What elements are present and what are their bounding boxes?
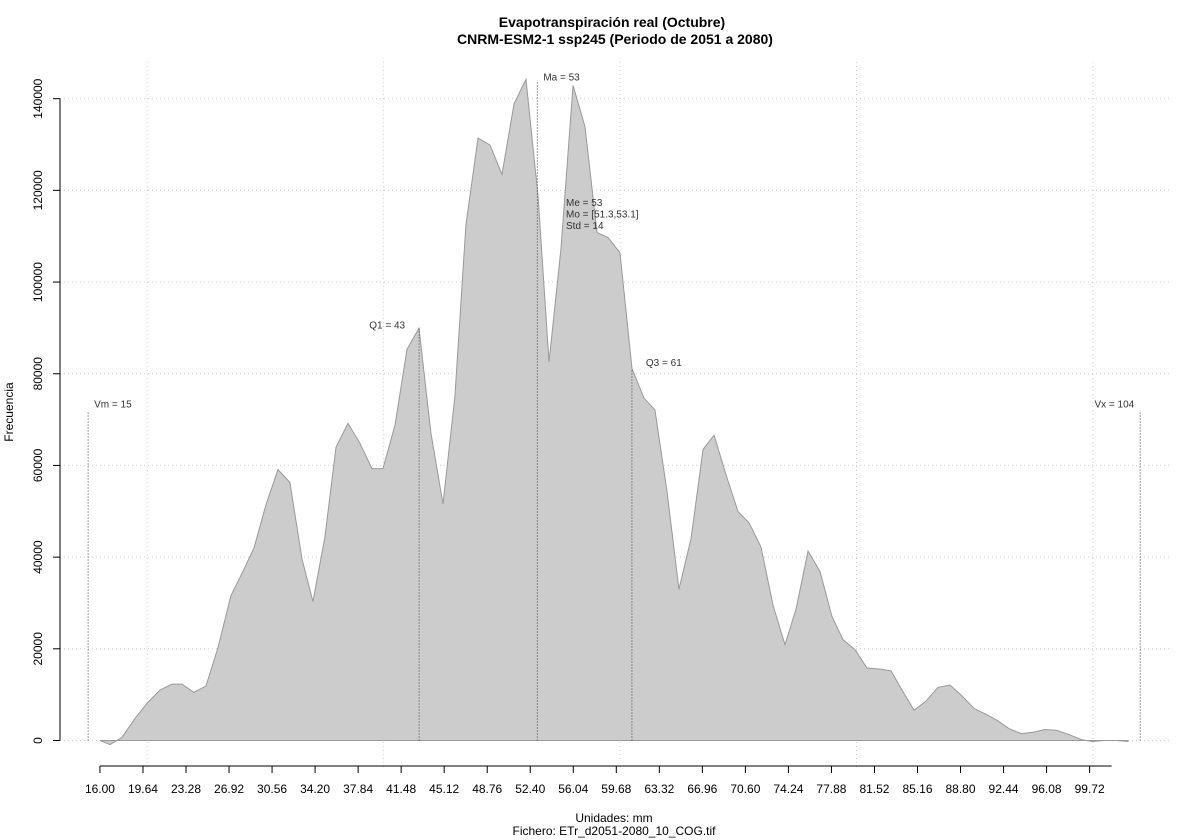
stats-label: Me = 53: [566, 198, 603, 209]
marker-label: Q3 = 61: [646, 358, 682, 369]
y-tick-label: 80000: [31, 357, 45, 391]
x-tick-label: 37.84: [343, 782, 373, 796]
marker-label: Vm = 15: [94, 399, 132, 410]
y-tick-label: 40000: [31, 540, 45, 574]
x-tick-label: 77.88: [816, 782, 846, 796]
y-tick-label: 0: [31, 737, 45, 744]
marker-label: Ma = 53: [543, 72, 580, 83]
stats-label: Mo = [51.3,53.1]: [566, 210, 639, 221]
y-axis-label: Frecuencia: [2, 382, 16, 442]
x-tick-label: 16.00: [85, 782, 115, 796]
x-tick-label: 96.08: [1032, 782, 1062, 796]
x-tick-label: 88.80: [946, 782, 976, 796]
x-tick-label: 56.04: [558, 782, 588, 796]
y-tick-label: 140000: [31, 78, 45, 118]
stats-label: Std = 14: [566, 221, 604, 232]
x-tick-label: 92.44: [989, 782, 1019, 796]
x-tick-label: 34.20: [300, 782, 330, 796]
x-tick-label: 63.32: [644, 782, 674, 796]
x-tick-label: 19.64: [128, 782, 158, 796]
x-tick-label: 74.24: [773, 782, 803, 796]
y-tick-label: 120000: [31, 170, 45, 210]
x-tick-label: 52.40: [515, 782, 545, 796]
x-tick-label: 41.48: [386, 782, 416, 796]
density-area: [99, 77, 1129, 746]
chart-subtitle: CNRM-ESM2-1 ssp245 (Periodo de 2051 a 20…: [457, 31, 773, 47]
x-tick-label: 48.76: [472, 782, 502, 796]
x-tick-label: 23.28: [171, 782, 201, 796]
caption: Fichero: ETr_d2051-2080_10_COG.tif: [513, 824, 717, 838]
x-tick-label: 81.52: [859, 782, 889, 796]
chart-title: Evapotranspiración real (Octubre): [499, 14, 725, 30]
x-tick-label: 70.60: [730, 782, 760, 796]
x-tick-label: 66.96: [687, 782, 717, 796]
y-tick-label: 60000: [31, 448, 45, 482]
x-tick-label: 59.68: [601, 782, 631, 796]
x-tick-label: 30.56: [257, 782, 287, 796]
x-tick-label: 85.16: [902, 782, 932, 796]
x-tick-label: 26.92: [214, 782, 244, 796]
x-tick-label: 99.72: [1075, 782, 1105, 796]
y-tick-label: 100000: [31, 262, 45, 302]
x-tick-label: 45.12: [429, 782, 459, 796]
marker-label: Q1 = 43: [369, 320, 405, 331]
x-axis-label: Unidades: mm: [575, 811, 652, 825]
marker-label: Vx = 104: [1094, 399, 1134, 410]
y-tick-label: 20000: [31, 632, 45, 666]
